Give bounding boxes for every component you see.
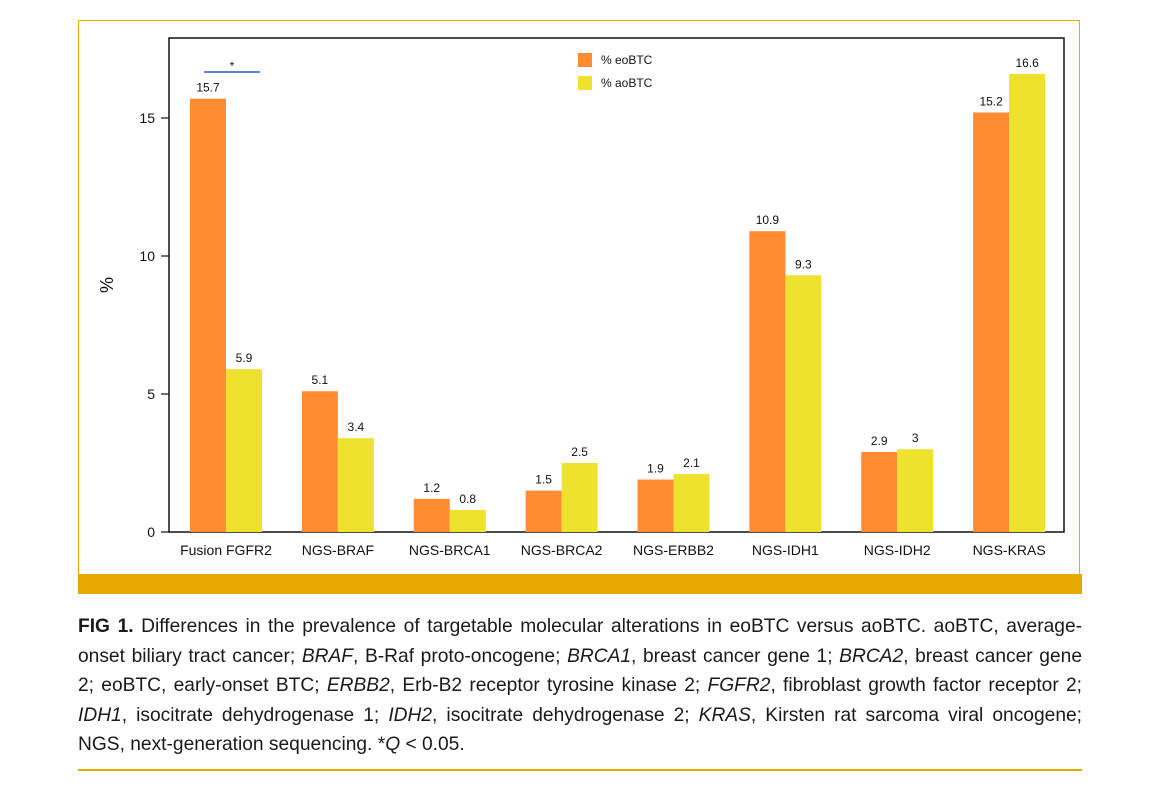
bar-value-label: 5.1: [312, 373, 329, 387]
bar-value-label: 2.1: [683, 456, 700, 470]
bar-eobtc: [413, 498, 450, 532]
bar-eobtc: [301, 391, 338, 532]
figure-caption: FIG 1. Differences in the prevalence of …: [78, 612, 1082, 760]
bar-aobtc: [337, 438, 374, 532]
bar-value-label: 2.5: [571, 445, 588, 459]
caption-italic-term: Q: [385, 734, 401, 755]
x-category-label: NGS-KRAS: [973, 542, 1046, 558]
caption-italic-term: IDH2: [388, 704, 433, 726]
caption-text-segment: < 0.05.: [400, 734, 465, 755]
caption-italic-term: ERBB2: [326, 675, 390, 696]
x-category-label: NGS-BRCA2: [521, 542, 603, 558]
caption-text-segment: , isocitrate dehydrogenase 1;: [121, 704, 389, 726]
caption-text-segment: , fibroblast growth factor receptor 2;: [770, 675, 1083, 696]
legend-label: % aoBTC: [601, 76, 653, 90]
bar-aobtc: [1009, 73, 1046, 532]
bar-value-label: 3: [912, 431, 919, 445]
bar-eobtc: [525, 490, 562, 532]
caption-text-segment: , Kirsten rat sarcoma viral oncogene; NG…: [78, 704, 1082, 756]
bar-eobtc: [637, 479, 674, 532]
significance-annotation: *: [204, 59, 260, 73]
bar-aobtc: [897, 449, 934, 532]
bar-value-label: 3.4: [348, 420, 365, 434]
caption-text-segment: , B-Raf proto-oncogene;: [353, 645, 568, 667]
bar-value-label: 16.6: [1015, 56, 1039, 70]
bar-value-label: 1.9: [647, 462, 664, 476]
bar-value-label: 9.3: [795, 257, 812, 271]
y-tick-label: 0: [147, 524, 155, 540]
caption-text-segment: , breast cancer gene 1;: [631, 645, 840, 667]
x-category-label: NGS-BRCA1: [409, 542, 491, 558]
y-axis-title: %: [97, 277, 117, 293]
caption-italic-term: BRAF: [301, 645, 354, 667]
x-category-label: NGS-BRAF: [302, 542, 374, 558]
bar-value-label: 15.7: [196, 81, 220, 95]
figure-bottom-band: [78, 574, 1082, 594]
caption-italic-term: FGFR2: [707, 675, 771, 696]
bar-aobtc: [226, 369, 262, 532]
y-tick-label: 15: [139, 110, 155, 126]
y-tick-label: 10: [139, 248, 155, 264]
bar-eobtc: [973, 112, 1010, 532]
bar-value-label: 10.9: [756, 213, 780, 227]
y-tick-label: 5: [147, 386, 155, 402]
figure-label: FIG 1.: [78, 616, 134, 637]
caption-text: Differences in the prevalence of targeta…: [78, 616, 1082, 755]
caption-text-segment: Differences in the prevalence of targeta…: [78, 616, 1083, 667]
legend-swatch: [578, 53, 592, 67]
caption-text-segment: , isocitrate dehydrogenase 2;: [432, 704, 699, 726]
bar-eobtc: [190, 98, 226, 533]
legend: % eoBTC % aoBTC: [578, 53, 653, 90]
bar-value-label: 1.5: [535, 473, 552, 487]
bar-eobtc: [749, 231, 786, 532]
bar-aobtc: [449, 509, 486, 532]
significance-star: *: [230, 59, 235, 73]
x-axis: Fusion FGFR2 NGS-BRAF NGS-BRCA1 NGS-BRCA2 NG…: [180, 542, 1046, 558]
bar-value-label: 5.9: [236, 351, 253, 365]
legend-label: % eoBTC: [601, 53, 653, 67]
caption-italic-term: IDH1: [78, 704, 122, 726]
x-category-label: Fusion FGFR2: [180, 542, 272, 558]
x-category-label: NGS-IDH2: [864, 542, 931, 558]
bar-series: 15.7 5.9 5.1 3.4 1.2 0.8 1.5 2.5 1.9 2.1 10.9 9.3 2.…: [190, 56, 1046, 533]
bar-aobtc: [785, 275, 822, 532]
caption-italic-term: BRCA1: [567, 645, 632, 667]
caption-text-segment: , Erb-B2 receptor tyrosine kinase 2;: [389, 675, 708, 696]
bar-value-label: 1.2: [423, 481, 440, 495]
bar-value-label: 0.8: [459, 492, 476, 506]
legend-swatch: [578, 76, 592, 90]
bar-eobtc: [861, 451, 898, 532]
caption-text-segment: , breast cancer gene 2; eoBTC, early-ons…: [78, 645, 1082, 697]
bar-chart: 0 5 10 15 % 15.7 5.9 5.1 3.4 1.2 0.8 1.5 2.5 1.9 2.1…: [97, 37, 1065, 558]
caption-italic-term: BRCA2: [839, 645, 904, 667]
caption-bottom-rule: [78, 769, 1082, 771]
x-category-label: NGS-IDH1: [752, 542, 819, 558]
bar-aobtc: [673, 474, 710, 532]
x-category-label: NGS-ERBB2: [633, 542, 714, 558]
caption-italic-term: KRAS: [698, 704, 751, 726]
bar-aobtc: [561, 463, 598, 532]
y-axis: 0 5 10 15: [139, 110, 169, 540]
bar-value-label: 2.9: [871, 434, 888, 448]
plot-area-frame: [168, 37, 1065, 533]
bar-value-label: 15.2: [979, 94, 1003, 108]
